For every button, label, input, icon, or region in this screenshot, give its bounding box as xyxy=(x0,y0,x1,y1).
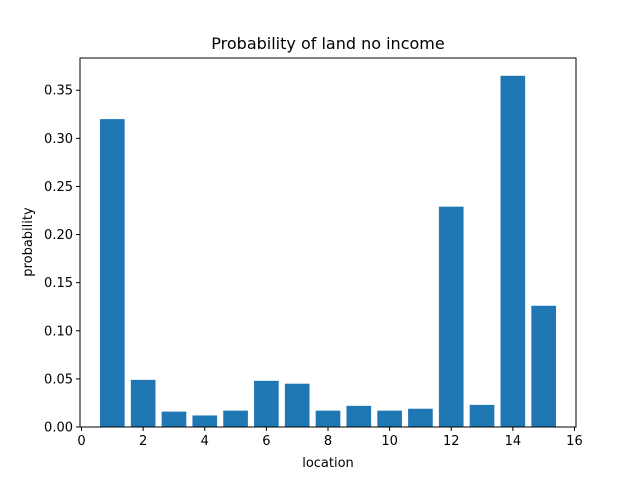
x-tick-label: 6 xyxy=(262,434,270,449)
x-tick-label: 12 xyxy=(443,434,460,449)
x-tick-label: 10 xyxy=(381,434,398,449)
bar-location-6 xyxy=(254,380,279,427)
y-tick-label: 0.25 xyxy=(44,180,73,195)
y-tick-label: 0.15 xyxy=(44,276,73,291)
bar-location-4 xyxy=(192,415,218,427)
x-axis-label: location xyxy=(302,456,354,471)
bar-location-9 xyxy=(346,405,372,427)
bar-location-8 xyxy=(315,410,341,427)
bar-location-7 xyxy=(284,383,310,427)
bar-location-5 xyxy=(223,410,248,427)
y-tick-label: 0.35 xyxy=(44,84,73,99)
x-tick-label: 4 xyxy=(201,434,209,449)
bar-location-13 xyxy=(469,404,495,427)
x-tick-label: 0 xyxy=(77,434,85,449)
y-tick-label: 0.20 xyxy=(44,228,73,243)
x-tick-label: 16 xyxy=(566,434,583,449)
y-axis-label: probability xyxy=(21,207,36,277)
chart-title: Probability of land no income xyxy=(211,34,444,53)
bar-location-10 xyxy=(377,410,402,427)
x-tick-label: 8 xyxy=(324,434,332,449)
y-tick-label: 0.10 xyxy=(44,324,73,339)
y-tick-label: 0.05 xyxy=(44,372,73,387)
y-axis-ticks: 0.00 0.05 0.10 0.15 0.20 0.25 0.30 0.35 xyxy=(44,84,80,436)
bar-location-12 xyxy=(438,206,464,427)
bar-location-1 xyxy=(100,119,125,427)
x-axis-ticks: 0 2 4 6 8 10 12 14 16 xyxy=(77,427,583,449)
bar-location-15 xyxy=(531,305,556,427)
y-tick-label: 0.30 xyxy=(44,132,73,147)
y-tick-label: 0.00 xyxy=(44,421,73,436)
bar-location-14 xyxy=(500,75,526,427)
bar-location-2 xyxy=(130,379,156,427)
x-tick-label: 2 xyxy=(139,434,147,449)
bar-location-3 xyxy=(161,411,187,427)
x-tick-label: 14 xyxy=(505,434,522,449)
bars-group xyxy=(100,75,556,427)
bar-location-11 xyxy=(408,408,433,427)
